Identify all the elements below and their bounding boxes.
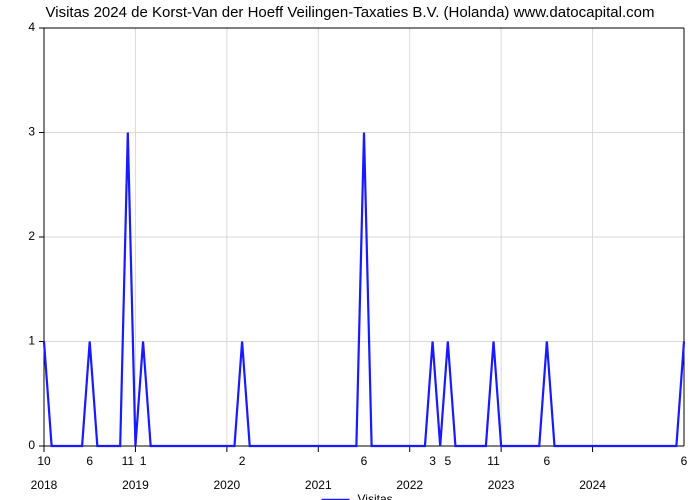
svg-text:2021: 2021	[305, 478, 332, 492]
svg-text:5: 5	[444, 454, 451, 468]
plot-area: 0123420182019202020212022202320241061112…	[44, 28, 684, 446]
svg-text:2022: 2022	[396, 478, 423, 492]
svg-text:0: 0	[28, 438, 35, 452]
series-visitas	[44, 133, 684, 447]
svg-text:3: 3	[429, 454, 436, 468]
svg-text:11: 11	[122, 454, 135, 468]
svg-text:1: 1	[140, 454, 147, 468]
chart-container: Visitas 2024 de Korst-Van der Hoeff Veil…	[0, 0, 700, 500]
svg-text:6: 6	[544, 454, 551, 468]
svg-text:2: 2	[239, 454, 246, 468]
svg-text:2020: 2020	[214, 478, 241, 492]
svg-text:2018: 2018	[31, 478, 58, 492]
svg-text:11: 11	[487, 454, 500, 468]
svg-text:3: 3	[28, 125, 35, 139]
legend-label: Visitas	[358, 492, 393, 500]
svg-text:2: 2	[28, 229, 35, 243]
svg-text:4: 4	[28, 20, 35, 34]
svg-text:6: 6	[361, 454, 368, 468]
svg-text:1: 1	[28, 334, 35, 348]
svg-text:6: 6	[86, 454, 93, 468]
svg-text:2024: 2024	[579, 478, 606, 492]
svg-text:2019: 2019	[122, 478, 149, 492]
svg-text:10: 10	[37, 454, 51, 468]
svg-text:2023: 2023	[488, 478, 515, 492]
svg-text:6: 6	[681, 454, 688, 468]
